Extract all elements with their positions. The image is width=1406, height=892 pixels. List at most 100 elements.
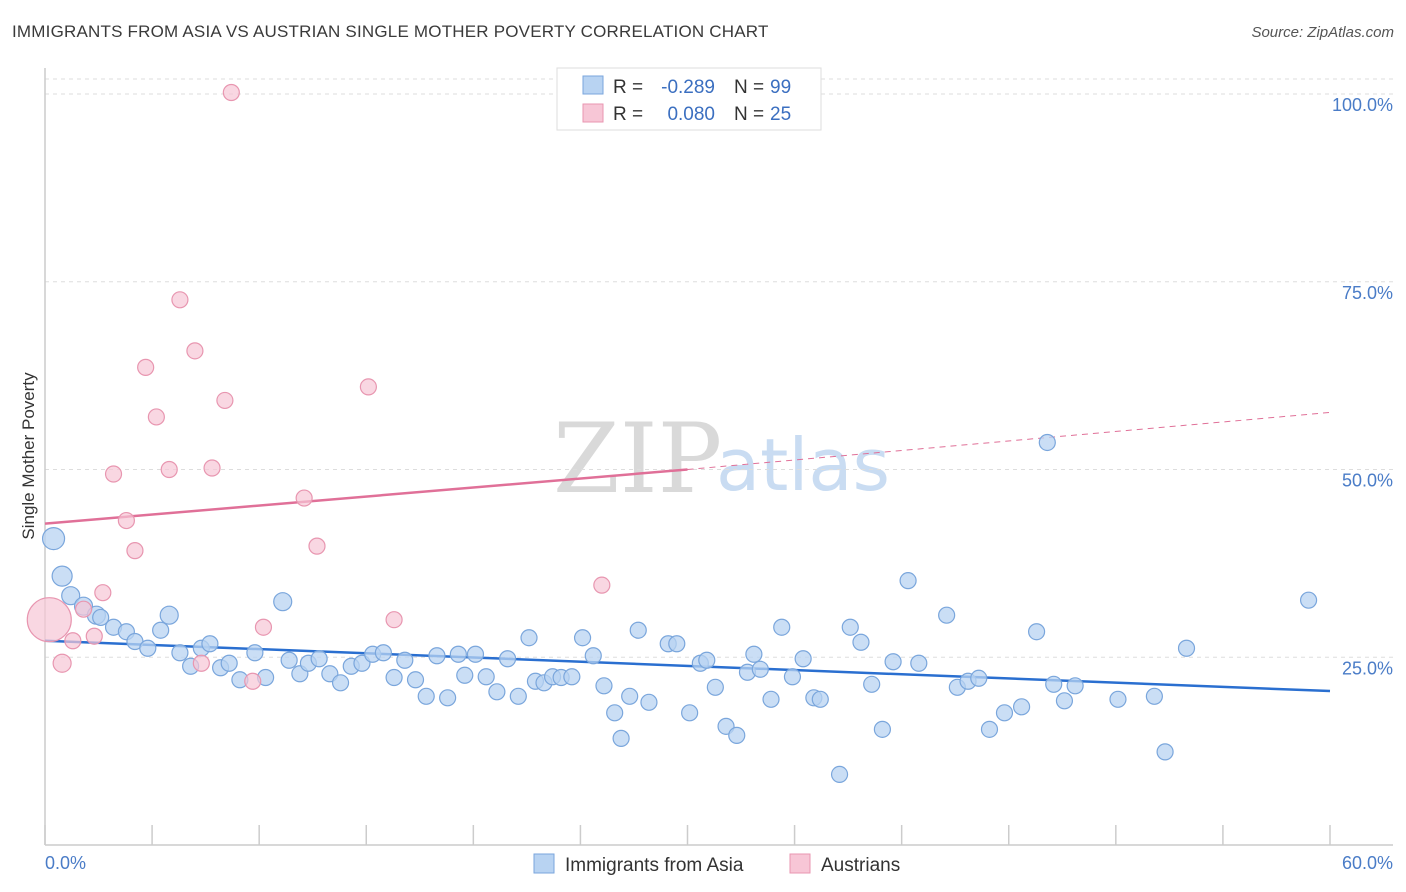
grid-lines [45,78,1393,658]
data-point-austrians [244,672,262,690]
correlation-legend: R = -0.289 N = 99 R = 0.080 N = 25 [556,67,822,131]
data-point-immigrants-from-asia [863,675,881,693]
data-point-immigrants-from-asia [681,704,699,722]
legend-r-value-pink: 0.080 [667,104,715,125]
data-point-immigrants-from-asia [310,650,328,668]
data-point-austrians [186,342,204,360]
data-point-austrians [137,358,155,376]
data-point-austrians [192,654,210,672]
legend-swatch-blue [582,75,604,95]
data-point-immigrants-from-asia [910,654,928,672]
y-tick-labels: 25.0% 50.0% 75.0% 100.0% [1332,95,1393,678]
axes [44,68,1393,846]
data-point-immigrants-from-asia [668,635,686,653]
data-point-immigrants-from-asia [995,704,1014,722]
data-point-immigrants-from-asia [728,726,746,744]
data-point-immigrants-from-asia [139,639,157,657]
data-point-immigrants-from-asia [1156,743,1174,761]
data-point-immigrants-from-asia [1066,677,1084,695]
data-point-austrians [295,489,313,507]
data-point-immigrants-from-asia [374,644,392,662]
data-point-immigrants-from-asia [466,645,485,663]
data-point-austrians [147,408,165,426]
data-point-austrians [308,537,326,555]
data-point-immigrants-from-asia [751,660,769,678]
data-point-immigrants-from-asia [899,572,917,590]
data-point-austrians [64,632,82,650]
watermark-zip: ZIP [553,403,722,515]
trend-line-austrians-extension [687,411,1331,471]
data-point-immigrants-from-asia [1012,698,1031,716]
data-point-immigrants-from-asia [41,526,66,551]
legend-n-label-pink: N = [734,104,764,125]
chart-source: Source: ZipAtlas.com [1251,24,1394,41]
data-point-austrians [94,584,112,602]
data-point-immigrants-from-asia [612,729,630,747]
data-point-immigrants-from-asia [385,668,403,687]
y-tick-label: 100.0% [1332,95,1393,115]
data-point-austrians [203,459,221,477]
legend-swatch-pink [582,103,604,123]
bottom-legend-swatch-pink [789,853,811,874]
data-point-immigrants-from-asia [640,693,658,711]
data-point-immigrants-from-asia [273,592,293,612]
data-point-immigrants-from-asia [417,687,435,705]
legend-r-label-blue: R = [613,77,643,98]
legend-r-value-blue: -0.289 [661,77,715,98]
bottom-legend-swatch-blue [533,853,555,874]
data-point-immigrants-from-asia [1045,675,1063,693]
data-point-austrians [74,600,93,618]
data-point-immigrants-from-asia [830,765,849,784]
data-point-immigrants-from-asia [1299,591,1318,609]
data-point-immigrants-from-asia [1109,690,1127,708]
data-point-austrians [222,83,240,102]
data-point-immigrants-from-asia [1177,639,1196,657]
data-point-immigrants-from-asia [773,618,791,636]
data-point-immigrants-from-asia [499,650,517,668]
data-point-immigrants-from-asia [573,629,592,647]
y-tick-label: 25.0% [1342,658,1393,678]
data-point-immigrants-from-asia [841,618,859,636]
data-point-immigrants-from-asia [220,654,238,672]
data-point-immigrants-from-asia [428,647,446,665]
data-point-immigrants-from-asia [980,720,999,738]
data-point-immigrants-from-asia [92,608,110,627]
data-point-immigrants-from-asia [762,690,780,708]
data-point-immigrants-from-asia [852,633,870,651]
data-point-immigrants-from-asia [584,647,602,665]
data-point-austrians [359,378,377,396]
data-point-immigrants-from-asia [331,674,350,692]
data-point-immigrants-from-asia [201,635,219,653]
data-point-immigrants-from-asia [745,645,763,663]
data-point-immigrants-from-asia [1038,433,1056,452]
watermark-atlas: atlas [716,423,890,507]
data-point-immigrants-from-asia [706,678,724,696]
legend-r-label-pink: R = [613,104,643,125]
data-point-immigrants-from-asia [873,720,891,738]
trend-line-austrians [44,468,688,525]
data-point-austrians [254,618,273,636]
x-ticks [44,825,1331,845]
data-point-immigrants-from-asia [509,687,527,705]
legend-n-value-pink: 25 [770,104,791,125]
data-point-immigrants-from-asia [396,651,414,669]
data-point-immigrants-from-asia [246,644,264,662]
y-axis-label: Single Mother Poverty [19,372,38,540]
data-point-immigrants-from-asia [783,668,802,686]
data-point-austrians [52,653,72,673]
data-point-immigrants-from-asia [280,651,298,669]
data-point-immigrants-from-asia [406,671,425,689]
data-point-austrians [593,576,611,594]
data-point-immigrants-from-asia [439,689,457,707]
x-tick-label-max: 60.0% [1342,853,1393,873]
data-point-austrians [26,597,72,643]
data-point-immigrants-from-asia [61,586,81,606]
data-point-immigrants-from-asia [811,690,829,708]
data-point-immigrants-from-asia [1027,623,1046,641]
x-tick-label-min: 0.0% [45,853,86,873]
data-point-austrians [385,611,403,629]
data-point-austrians [171,291,189,309]
data-point-austrians [104,465,123,483]
series-immigrants-from-asia [41,433,1318,784]
